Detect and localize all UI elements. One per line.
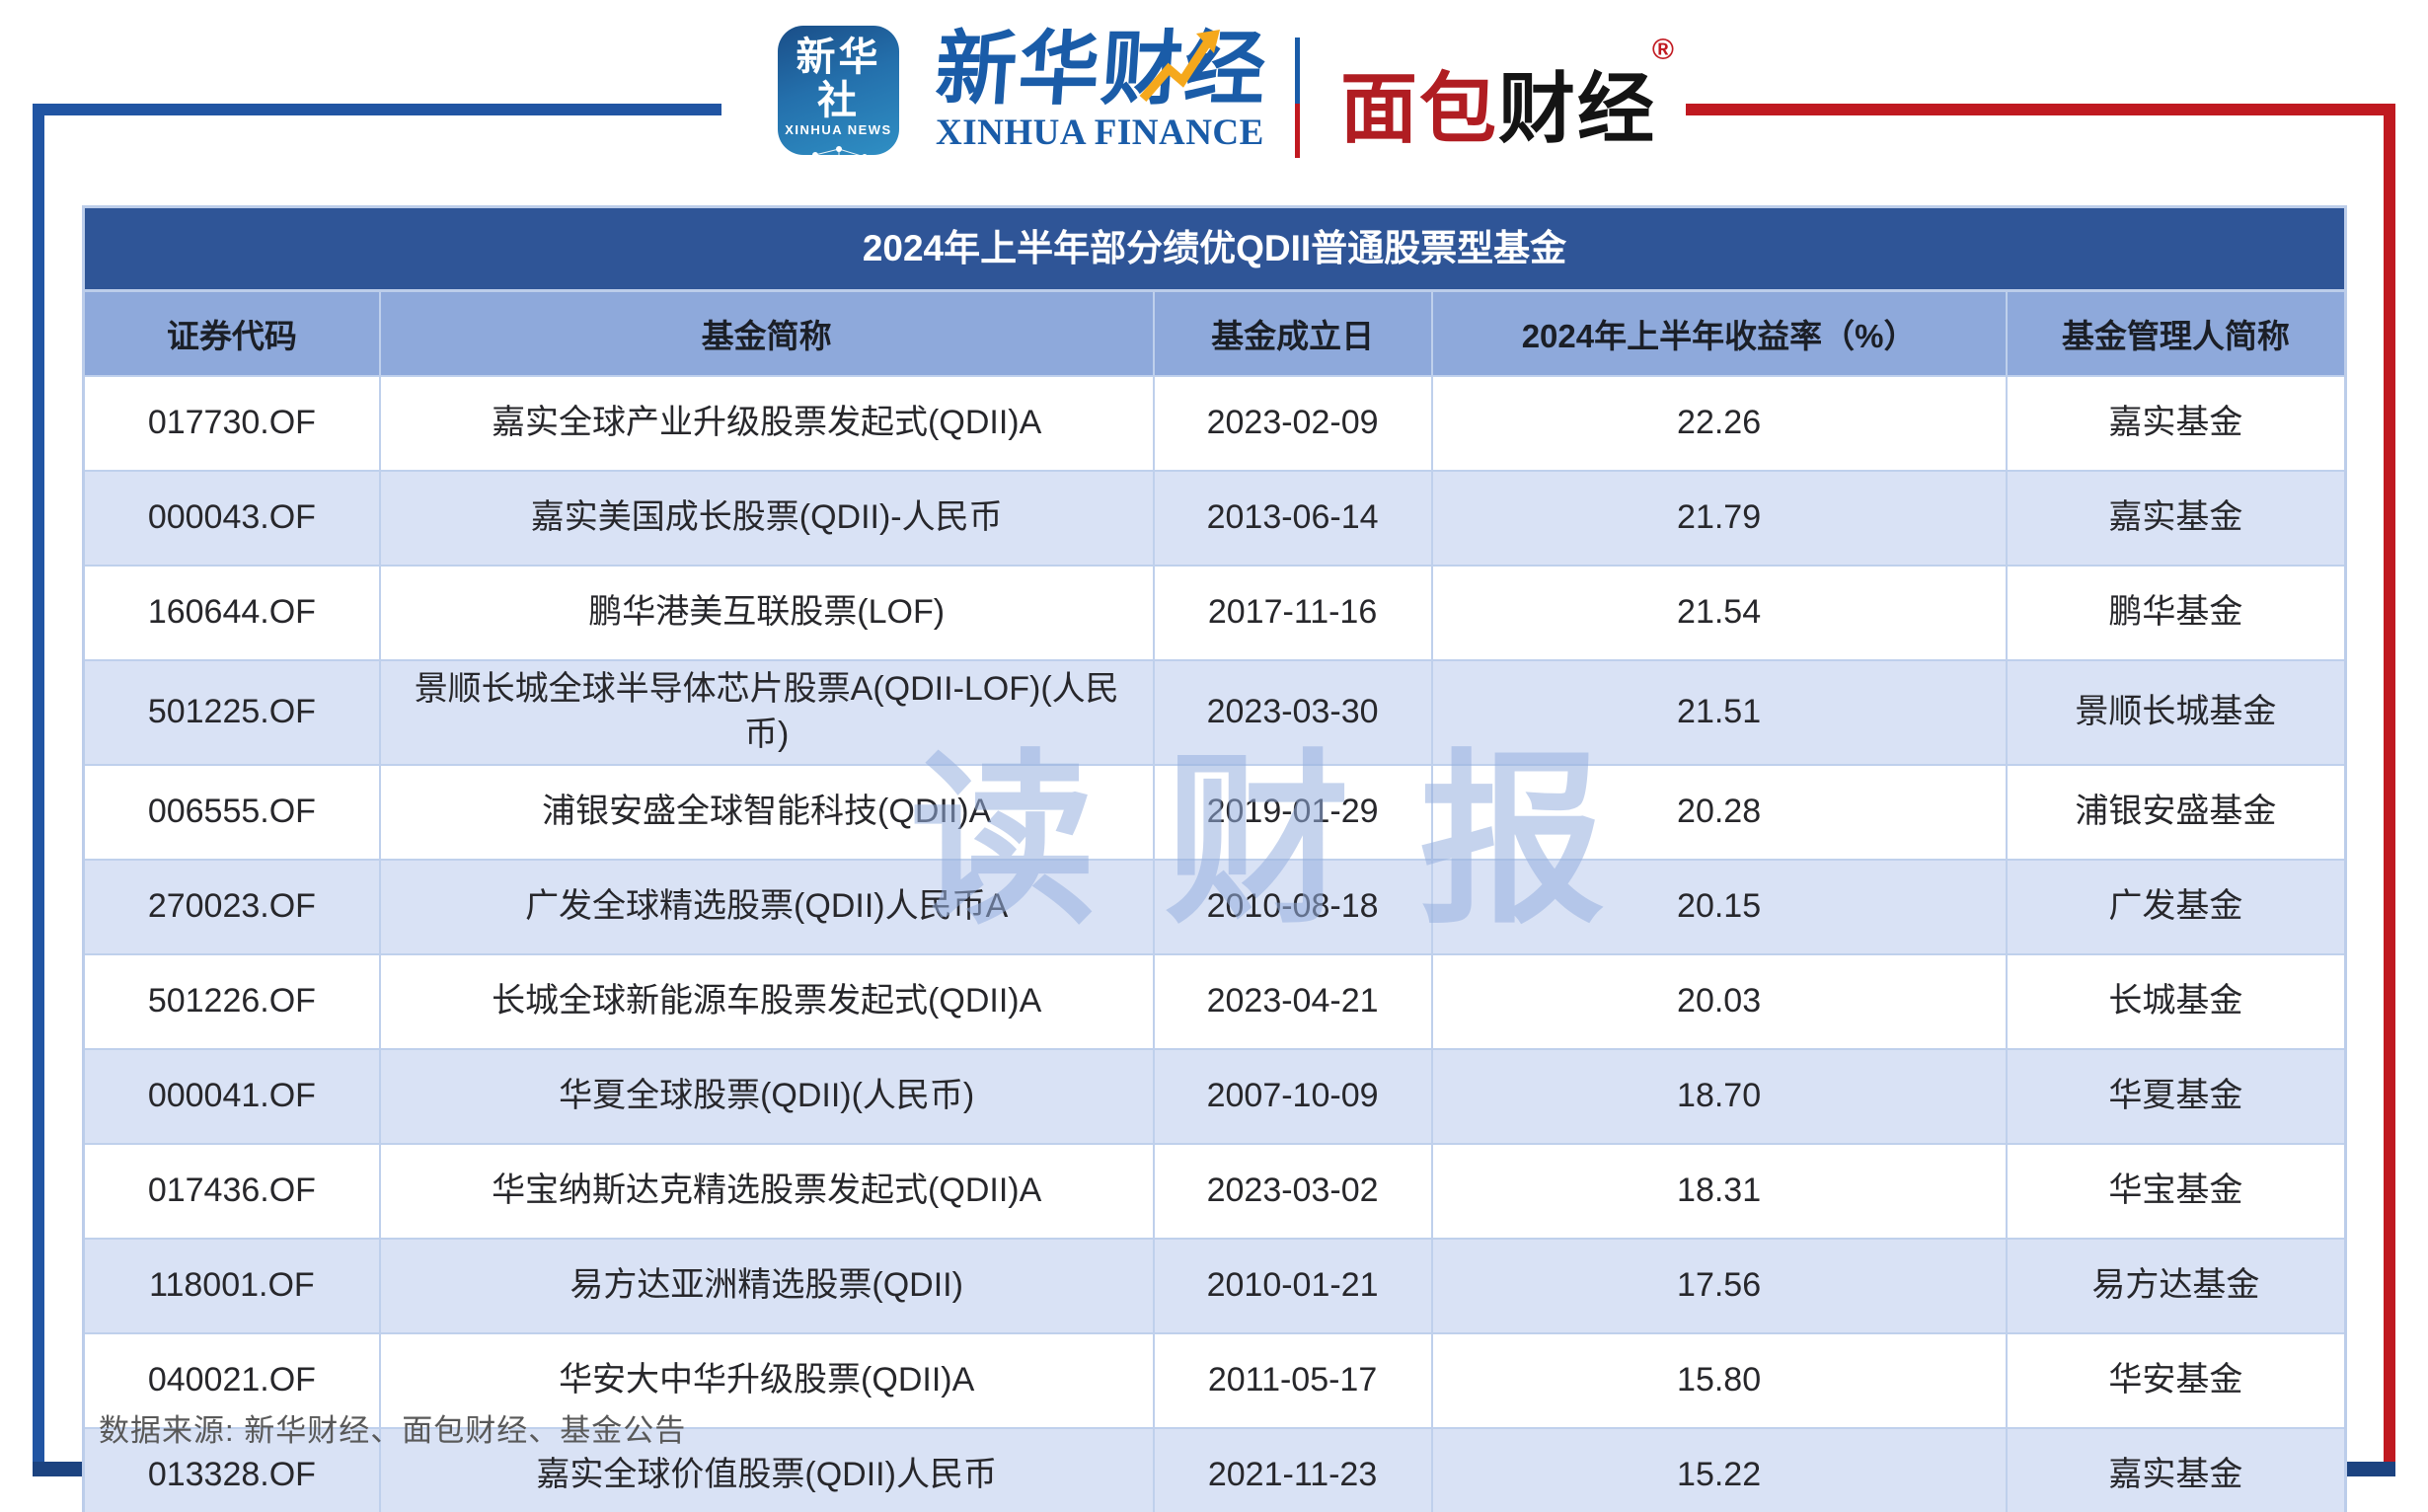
- inception-date-cell: 2023-04-21: [1152, 952, 1433, 1050]
- xinhua-finance-logo: 新华财经 XINHUA FINANCE: [933, 25, 1270, 156]
- bread-finance-red-label: 面包: [1340, 65, 1499, 152]
- code-cell: 000041.OF: [82, 1047, 381, 1145]
- table-row: 040021.OF 华安大中华升级股票(QDII)A 2011-05-17 15.80…: [82, 1331, 2347, 1429]
- code-cell: 006555.OF: [82, 763, 381, 861]
- manager-cell: 广发基金: [2005, 858, 2347, 955]
- table-row: 000041.OF 华夏全球股票(QDII)(人民币) 2007-10-09 18.7…: [82, 1047, 2347, 1145]
- code-cell: 000043.OF: [82, 470, 381, 567]
- table-row: 160644.OF 鹏华港美互联股票(LOF) 2017-11-16 21.54 鹏华基…: [82, 565, 2347, 661]
- table-row: 006555.OF 浦银安盛全球智能科技(QDII)A 2019-01-29 20.2…: [82, 763, 2347, 861]
- table-row: 013328.OF 嘉实全球价值股票(QDII)人民币 2021-11-23 15.2…: [82, 1426, 2347, 1512]
- column-header-fund-name: 基金简称: [378, 289, 1155, 377]
- inception-date-cell: 2023-03-30: [1152, 659, 1433, 766]
- frame-line-top-right: [1686, 104, 2395, 115]
- bread-finance-logo: 面包财经 ®: [1340, 34, 1674, 156]
- column-header-return-pct: 2024年上半年收益率（%）: [1430, 289, 2008, 377]
- return-pct-cell: 21.54: [1430, 565, 2008, 661]
- manager-cell: 浦银安盛基金: [2005, 763, 2347, 861]
- manager-cell: 嘉实基金: [2005, 470, 2347, 567]
- code-cell: 270023.OF: [82, 858, 381, 955]
- frame-line-right: [2384, 104, 2395, 1469]
- xinhua-finance-en-label: XINHUA FINANCE: [936, 113, 1264, 153]
- table-title: 2024年上半年部分绩优QDII普通股票型基金: [82, 205, 2347, 289]
- fund-name-cell: 鹏华港美互联股票(LOF): [378, 565, 1155, 661]
- inception-date-cell: 2010-01-21: [1152, 1237, 1433, 1334]
- inception-date-cell: 2019-01-29: [1152, 763, 1433, 861]
- code-cell: 501225.OF: [82, 659, 381, 766]
- table-row: 501225.OF 景顺长城全球半导体芯片股票A(QDII-LOF)(人民币) 20…: [82, 659, 2347, 766]
- xinhua-news-app-icon: 新华社 XINHUA NEWS: [778, 26, 899, 155]
- fund-name-cell: 浦银安盛全球智能科技(QDII)A: [378, 763, 1155, 861]
- manager-cell: 华安基金: [2005, 1331, 2347, 1429]
- bread-finance-black-label: 财经: [1498, 65, 1657, 152]
- inception-date-cell: 2021-11-23: [1152, 1426, 1433, 1512]
- code-cell: 160644.OF: [82, 565, 381, 661]
- table-row: 270023.OF 广发全球精选股票(QDII)人民币A 2010-08-18 20.…: [82, 858, 2347, 955]
- manager-cell: 易方达基金: [2005, 1237, 2347, 1334]
- inception-date-cell: 2011-05-17: [1152, 1331, 1433, 1429]
- table-row: 017730.OF 嘉实全球产业升级股票发起式(QDII)A 2023-02-09 2…: [82, 375, 2347, 472]
- registered-trademark-icon: ®: [1651, 34, 1675, 66]
- code-cell: 040021.OF: [82, 1331, 381, 1429]
- fund-name-cell: 嘉实全球产业升级股票发起式(QDII)A: [378, 375, 1155, 472]
- fund-name-cell: 景顺长城全球半导体芯片股票A(QDII-LOF)(人民币): [378, 659, 1155, 766]
- manager-cell: 嘉实基金: [2005, 375, 2347, 472]
- return-pct-cell: 22.26: [1430, 375, 2008, 472]
- fund-name-cell: 广发全球精选股票(QDII)人民币A: [378, 858, 1155, 955]
- xinhua-news-cn-label: 新华社: [796, 36, 881, 122]
- column-header-code: 证券代码: [82, 289, 381, 377]
- fund-name-cell: 易方达亚洲精选股票(QDII): [378, 1237, 1155, 1334]
- fund-table: 2024年上半年部分绩优QDII普通股票型基金 证券代码 基金简称 基金成立日 202…: [82, 205, 2347, 1512]
- return-pct-cell: 17.56: [1430, 1237, 2008, 1334]
- logo-divider: [1295, 38, 1300, 158]
- table-row: 017436.OF 华宝纳斯达克精选股票发起式(QDII)A 2023-03-02 1…: [82, 1142, 2347, 1240]
- xinhua-news-en-label: XINHUA NEWS: [785, 122, 892, 137]
- code-cell: 501226.OF: [82, 952, 381, 1050]
- fund-name-cell: 华宝纳斯达克精选股票发起式(QDII)A: [378, 1142, 1155, 1240]
- return-pct-cell: 20.28: [1430, 763, 2008, 861]
- table-row: 118001.OF 易方达亚洲精选股票(QDII) 2010-01-21 17.56 易…: [82, 1237, 2347, 1334]
- return-pct-cell: 21.79: [1430, 470, 2008, 567]
- return-pct-cell: 15.22: [1430, 1426, 2008, 1512]
- manager-cell: 鹏华基金: [2005, 565, 2347, 661]
- code-cell: 118001.OF: [82, 1237, 381, 1334]
- inception-date-cell: 2010-08-18: [1152, 858, 1433, 955]
- inception-date-cell: 2023-03-02: [1152, 1142, 1433, 1240]
- data-source-note: 数据来源: 新华财经、面包财经、基金公告: [99, 1413, 687, 1448]
- code-cell: 013328.OF: [82, 1426, 381, 1512]
- fund-name-cell: 嘉实全球价值股票(QDII)人民币: [378, 1426, 1155, 1512]
- return-pct-cell: 20.15: [1430, 858, 2008, 955]
- manager-cell: 长城基金: [2005, 952, 2347, 1050]
- frame-line-top-left: [33, 104, 721, 115]
- code-cell: 017436.OF: [82, 1142, 381, 1240]
- fund-table-grid: 证券代码 基金简称 基金成立日 2024年上半年收益率（%） 基金管理人简称 01773…: [82, 289, 2347, 1512]
- code-cell: 017730.OF: [82, 375, 381, 472]
- constellation-icon: [811, 146, 867, 155]
- header-row: 证券代码 基金简称 基金成立日 2024年上半年收益率（%） 基金管理人简称: [82, 289, 2347, 377]
- fund-name-cell: 长城全球新能源车股票发起式(QDII)A: [378, 952, 1155, 1050]
- inception-date-cell: 2023-02-09: [1152, 375, 1433, 472]
- return-pct-cell: 21.51: [1430, 659, 2008, 766]
- return-pct-cell: 18.31: [1430, 1142, 2008, 1240]
- inception-date-cell: 2017-11-16: [1152, 565, 1433, 661]
- return-pct-cell: 15.80: [1430, 1331, 2008, 1429]
- manager-cell: 嘉实基金: [2005, 1426, 2347, 1512]
- manager-cell: 景顺长城基金: [2005, 659, 2347, 766]
- table-row: 000043.OF 嘉实美国成长股票(QDII)-人民币 2013-06-14 21.…: [82, 470, 2347, 567]
- column-header-inception-date: 基金成立日: [1152, 289, 1433, 377]
- return-pct-cell: 20.03: [1430, 952, 2008, 1050]
- fund-name-cell: 华夏全球股票(QDII)(人民币): [378, 1047, 1155, 1145]
- inception-date-cell: 2007-10-09: [1152, 1047, 1433, 1145]
- rising-arrow-icon: [1139, 30, 1220, 102]
- frame-line-left: [33, 104, 44, 1476]
- inception-date-cell: 2013-06-14: [1152, 470, 1433, 567]
- return-pct-cell: 18.70: [1430, 1047, 2008, 1145]
- table-row: 501226.OF 长城全球新能源车股票发起式(QDII)A 2023-04-21 2…: [82, 952, 2347, 1050]
- manager-cell: 华夏基金: [2005, 1047, 2347, 1145]
- column-header-manager: 基金管理人简称: [2005, 289, 2347, 377]
- manager-cell: 华宝基金: [2005, 1142, 2347, 1240]
- fund-name-cell: 嘉实美国成长股票(QDII)-人民币: [378, 470, 1155, 567]
- fund-name-cell: 华安大中华升级股票(QDII)A: [378, 1331, 1155, 1429]
